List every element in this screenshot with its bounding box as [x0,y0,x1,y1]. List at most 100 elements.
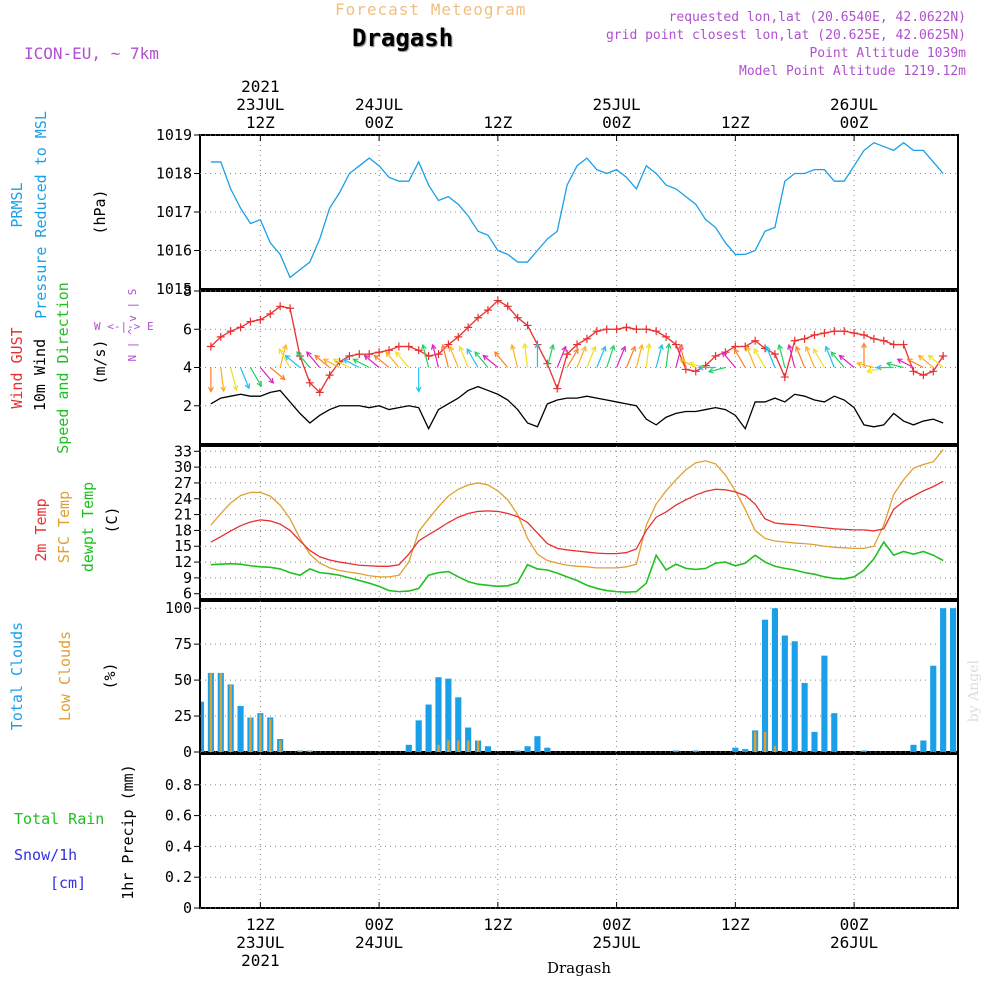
top-year-label: 2021 [241,77,280,96]
wind-ytick-label: 2 [183,397,192,415]
wind-arrow [665,343,670,368]
top-hour-label: 12Z [483,113,512,132]
wind-arrow-head [687,361,695,368]
wind-arrow [830,351,845,368]
low-cloud-bar [437,744,440,752]
wind-arrow-head [385,351,391,358]
gust-marker [582,334,591,343]
bottom-hour-label: 12Z [246,915,275,934]
wind-arrow-head [279,374,286,381]
wind-gust-label: Wind GUST [8,327,26,408]
wind-arrow [635,344,643,368]
wind-arrow [285,355,301,368]
bottom-hour-label: 12Z [721,915,750,934]
top-hour-label: 12Z [246,113,275,132]
gust-marker [483,306,492,315]
wind-arrow [918,355,934,368]
point-altitude: Point Altitude 1039m [809,46,966,61]
bottom-hour-label: 00Z [602,915,631,934]
wind-arrow-head [256,380,262,387]
wind-arrow-head [232,385,239,392]
gust-marker [939,352,948,361]
total-clouds-label: Total Clouds [8,622,26,730]
total-cloud-bar [761,619,769,752]
bottom-hour-label: 12Z [483,915,512,934]
wind-arrow [839,355,855,368]
low-cloud-bar [773,746,777,752]
wind-arrow [422,344,430,368]
wind-arrow-head [600,345,607,352]
wind-arrow-head [534,342,541,349]
wind-arrow-head [421,343,427,350]
dewpt-label: dewpt Temp [79,482,97,572]
precip-ytick-label: 0.6 [165,807,192,825]
gust-marker [206,342,215,351]
wind-arrow-head [824,345,831,352]
gust-marker [602,325,611,334]
gust-marker [652,327,661,336]
bottom-hour-label: 00Z [840,915,869,934]
total-cloud-bar [742,749,749,752]
wind-arrow-head [268,377,275,384]
wind-arrow [353,358,370,369]
total-cloud-bar [860,750,868,752]
wind-arrow [765,346,776,368]
low-cloud-bar [229,684,232,752]
wind-arrow [494,351,509,368]
wind-arrow [220,367,225,392]
gust-marker [276,302,285,311]
wind-arrow-head [430,343,437,350]
low-cloud-bar [298,750,302,752]
model-name: ICON-EU, ~ 7km [24,44,159,63]
gust-marker [493,296,502,305]
wind-arrow-head [573,348,579,355]
gust-marker [266,309,275,318]
wind-arrow-head [678,358,685,364]
total-cloud-bar [415,720,422,752]
wind-arrow-head [609,344,616,351]
wind-arrow-head [861,342,867,349]
low-clouds-label: Low Clouds [56,631,74,721]
wind-ytick-label: 8 [183,282,192,300]
grid-coords: grid point closest lon,lat (20.625E, 42.… [605,28,966,43]
pressure-ytick-label: 1017 [156,203,192,221]
temp-ytick-label: 6 [183,585,192,603]
precip-unit: 1hr Precip (mm) [119,764,137,899]
wind-ytick-label: 6 [183,320,192,338]
pressure-series [210,141,944,279]
wind-ytick-label: 4 [183,359,192,377]
wind-arrow-head [363,354,370,361]
wind-arrow-head [638,343,644,350]
low-cloud-bar [457,740,460,752]
total-cloud-bar [811,731,818,752]
total-cloud-bar [920,740,927,752]
wind-arrow-head [733,348,740,355]
sfc-temp-series [210,449,944,578]
precip-ytick-label: 0.2 [165,868,192,886]
pressure-frame [199,134,959,290]
wind-arrow [778,344,786,368]
low-cloud-bar [278,740,282,752]
location-title: Dragash [352,24,454,52]
wind-arrow [897,358,914,369]
gust-marker [394,342,403,351]
pressure-ytick-label: 1015 [156,280,192,298]
wind-arrow-head [440,343,447,350]
wind-arrow [306,351,321,368]
compass-we: W <-|-> E [94,320,154,333]
low-cloud-bar [763,731,767,752]
temp-frame [199,445,959,600]
gust-marker [800,334,809,343]
wind-arrow-head [707,367,714,374]
wind-arrow [333,358,350,369]
low-cloud-bar [269,718,272,752]
wind-arrow [867,366,884,373]
top-hour-label: 00Z [365,113,394,132]
wind-arrow-head [314,354,321,361]
gust-marker [810,330,819,339]
wind-arrow-head [787,343,793,350]
wind-arrow-head [415,386,422,393]
total-cloud-bar [831,713,838,752]
pressure-label-a: PRMSL [8,182,26,227]
wind-dir-label: Speed and Direction [54,282,72,454]
